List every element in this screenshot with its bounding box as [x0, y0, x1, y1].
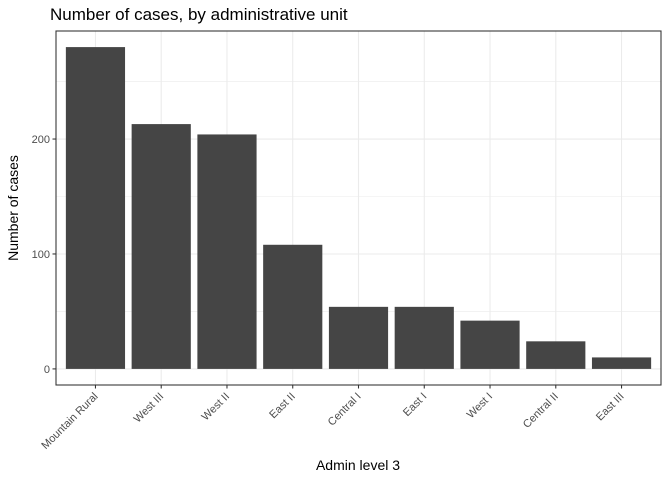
chart-title: Number of cases, by administrative unit [50, 5, 348, 24]
x-axis: Mountain Rural West III West II East II Cent… [39, 385, 627, 452]
y-tick-label: 0 [44, 364, 50, 376]
x-tick-label: Mountain Rural [39, 391, 100, 452]
x-tick-label: West III [132, 391, 167, 426]
bar-east-ii [263, 244, 323, 369]
x-tick-label: East I [401, 391, 429, 419]
x-axis-title: Admin level 3 [316, 457, 400, 473]
bar-west-i [460, 320, 520, 369]
bar-west-iii [131, 124, 191, 369]
x-tick-label: Central I [326, 391, 364, 429]
y-axis: 0 100 200 [32, 134, 56, 376]
y-axis-title: Number of cases [5, 155, 21, 261]
bar-mountain-rural [65, 47, 126, 369]
bar-central-ii [526, 341, 586, 369]
x-tick-label: West I [465, 391, 495, 421]
y-tick-label: 200 [32, 134, 50, 146]
bar-west-ii [197, 134, 257, 369]
x-tick-label: Central II [521, 391, 561, 431]
x-tick-label: West II [200, 391, 233, 424]
bar-central-i [328, 306, 389, 369]
bar-east-iii [591, 357, 652, 369]
y-tick-label: 100 [32, 249, 50, 261]
bar-east-i [394, 306, 454, 369]
x-tick-label: East II [267, 391, 298, 422]
bars [65, 47, 652, 369]
x-tick-label: East III [594, 391, 627, 424]
